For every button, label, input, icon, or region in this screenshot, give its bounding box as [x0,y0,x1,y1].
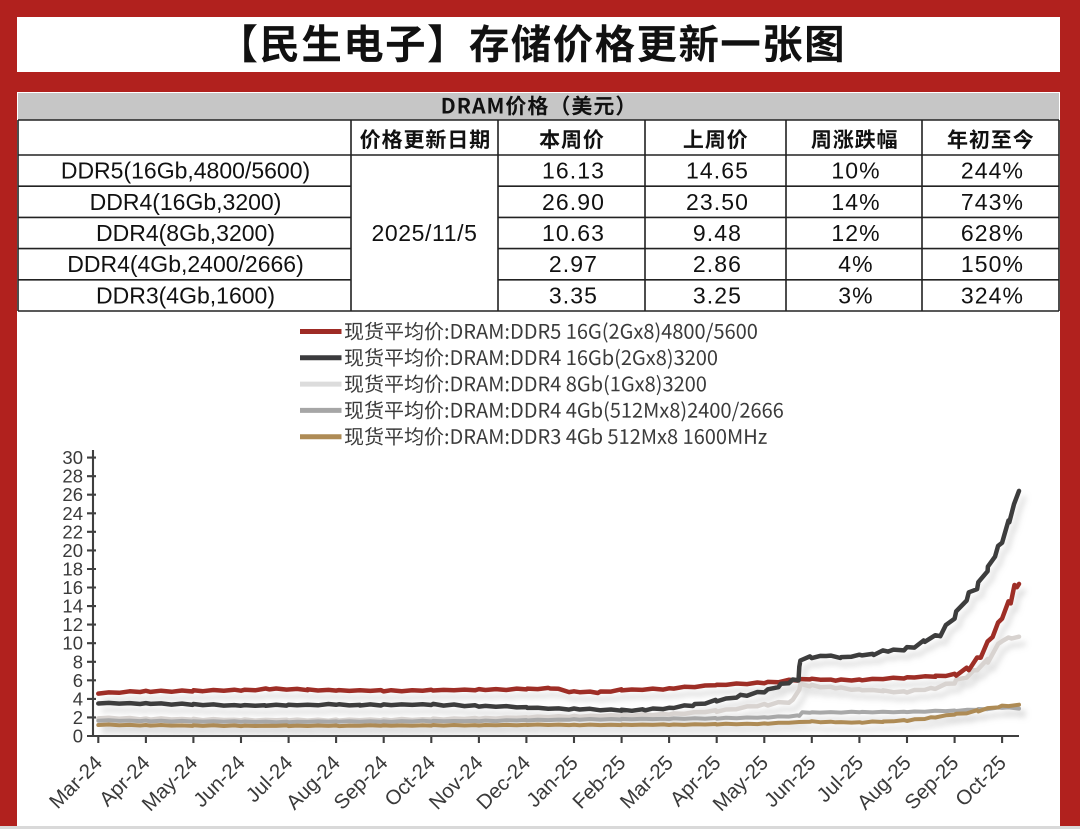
svg-text:16: 16 [62,577,83,598]
svg-text:3.35: 3.35 [549,282,598,308]
svg-text:14.65: 14.65 [686,158,749,184]
svg-text:8: 8 [73,651,83,672]
svg-text:DDR4(4Gb,2400/2666): DDR4(4Gb,2400/2666) [67,251,304,277]
svg-text:324%: 324% [961,282,1024,308]
svg-text:DDR5(16Gb,4800/5600): DDR5(16Gb,4800/5600) [61,158,310,184]
svg-text:12%: 12% [831,220,880,246]
svg-text:2.97: 2.97 [549,251,598,277]
svg-text:16.13: 16.13 [542,158,605,184]
svg-text:14: 14 [62,596,83,617]
svg-text:0: 0 [73,726,83,747]
svg-text:2025/11/5: 2025/11/5 [371,220,477,246]
svg-text:22: 22 [62,521,83,542]
svg-text:2.86: 2.86 [693,251,742,277]
svg-text:26.90: 26.90 [542,189,605,215]
svg-text:28: 28 [62,466,83,487]
svg-text:150%: 150% [961,251,1024,277]
svg-text:10.63: 10.63 [542,220,605,246]
svg-text:23.50: 23.50 [686,189,749,215]
svg-text:DDR3(4Gb,1600): DDR3(4Gb,1600) [96,282,275,308]
svg-text:20: 20 [62,540,83,561]
svg-text:30: 30 [62,447,83,468]
svg-text:10: 10 [62,633,83,654]
svg-text:4%: 4% [838,251,873,277]
svg-text:3%: 3% [838,282,873,308]
svg-text:6: 6 [73,670,83,691]
svg-text:24: 24 [62,503,83,524]
svg-text:2: 2 [73,707,83,728]
svg-text:244%: 244% [961,158,1024,184]
svg-text:628%: 628% [961,220,1024,246]
svg-text:18: 18 [62,558,83,579]
svg-text:3.25: 3.25 [693,282,742,308]
svg-text:743%: 743% [961,189,1024,215]
svg-text:DDR4(8Gb,3200): DDR4(8Gb,3200) [96,220,275,246]
svg-text:10%: 10% [831,158,880,184]
svg-text:12: 12 [62,614,83,635]
svg-text:14%: 14% [831,189,880,215]
svg-text:26: 26 [62,484,83,505]
svg-text:4: 4 [73,688,83,709]
svg-text:9.48: 9.48 [693,220,742,246]
svg-text:DDR4(16Gb,3200): DDR4(16Gb,3200) [90,189,282,215]
